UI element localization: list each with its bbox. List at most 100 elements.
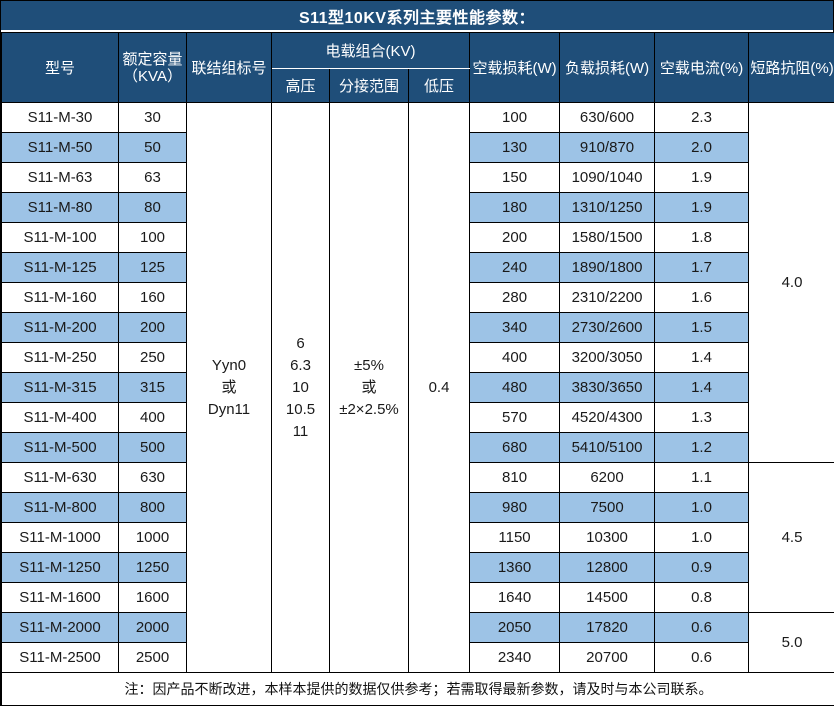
table-row: S11-M-400 400 570 4520/4300 1.3 xyxy=(1,402,834,433)
load-loss-cell: 3830/3650 xyxy=(559,372,656,403)
table-row: S11-M-200 200 340 2730/2600 1.5 xyxy=(1,312,834,343)
no-load-current-cell: 1.5 xyxy=(654,312,750,343)
capacity-cell: 2000 xyxy=(118,612,187,643)
no-load-current-cell: 1.9 xyxy=(654,192,750,223)
model-cell: S11-M-50 xyxy=(1,132,119,163)
no-load-loss-cell: 200 xyxy=(469,222,561,253)
model-cell: S11-M-2500 xyxy=(1,642,119,673)
col-header-load-combo: 电载组合(KV) xyxy=(270,32,471,69)
model-cell: S11-M-800 xyxy=(1,492,119,523)
load-loss-cell: 10300 xyxy=(559,522,656,553)
model-cell: S11-M-100 xyxy=(1,222,119,253)
capacity-cell: 630 xyxy=(118,462,187,493)
no-load-loss-cell: 280 xyxy=(469,282,561,313)
no-load-current-cell: 0.9 xyxy=(654,552,750,583)
col-header-no-load-current: 空载电流(%) xyxy=(654,32,750,103)
load-loss-cell: 7500 xyxy=(559,492,656,523)
no-load-loss-cell: 400 xyxy=(469,342,561,373)
no-load-current-cell: 0.6 xyxy=(654,642,750,673)
no-load-loss-cell: 180 xyxy=(469,192,561,223)
capacity-cell: 250 xyxy=(118,342,187,373)
load-loss-cell: 17820 xyxy=(559,612,656,643)
capacity-cell: 200 xyxy=(118,312,187,343)
spec-table: 型号 额定容量 （KVA） 联结组标号 电载组合(KV) 空载损耗(W) 负载损… xyxy=(0,32,834,706)
page-title: S11型10KV系列主要性能参数： xyxy=(1,1,833,32)
load-loss-cell: 4520/4300 xyxy=(559,402,656,433)
load-loss-cell: 2730/2600 xyxy=(559,312,656,343)
no-load-loss-cell: 2340 xyxy=(469,642,561,673)
capacity-cell: 2500 xyxy=(118,642,187,673)
no-load-loss-cell: 100 xyxy=(469,102,561,133)
no-load-current-cell: 1.4 xyxy=(654,342,750,373)
col-header-hv: 高压 xyxy=(271,68,330,103)
capacity-cell: 1250 xyxy=(118,552,187,583)
load-loss-cell: 910/870 xyxy=(559,132,656,163)
table-row: S11-M-500 500 680 5410/5100 1.2 xyxy=(1,432,834,463)
no-load-loss-cell: 980 xyxy=(469,492,561,523)
tap-range-cell: ±5% 或 ±2×2.5% xyxy=(329,102,409,673)
model-cell: S11-M-250 xyxy=(1,342,119,373)
model-cell: S11-M-1600 xyxy=(1,582,119,613)
load-loss-cell: 3200/3050 xyxy=(559,342,656,373)
no-load-loss-cell: 150 xyxy=(469,162,561,193)
col-header-model: 型号 xyxy=(1,32,119,103)
model-cell: S11-M-125 xyxy=(1,252,119,283)
capacity-cell: 100 xyxy=(118,222,187,253)
load-loss-cell: 20700 xyxy=(559,642,656,673)
model-cell: S11-M-500 xyxy=(1,432,119,463)
no-load-current-cell: 1.2 xyxy=(654,432,750,463)
capacity-cell: 315 xyxy=(118,372,187,403)
no-load-loss-cell: 810 xyxy=(469,462,561,493)
table-row: S11-M-1600 1600 1640 14500 0.8 xyxy=(1,582,834,613)
model-cell: S11-M-160 xyxy=(1,282,119,313)
load-loss-cell: 1090/1040 xyxy=(559,162,656,193)
col-header-tap-range: 分接范围 xyxy=(329,68,409,103)
table-row: S11-M-50 50 130 910/870 2.0 xyxy=(1,132,834,163)
table-body: S11-M-30 30 Yyn0 或 Dyn11 6 6.3 10 10.5 11 ±5% 或 ±2×2… xyxy=(1,102,834,673)
load-loss-cell: 12800 xyxy=(559,552,656,583)
no-load-loss-cell: 1360 xyxy=(469,552,561,583)
no-load-current-cell: 1.0 xyxy=(654,522,750,553)
col-header-connection: 联结组标号 xyxy=(186,32,272,103)
no-load-loss-cell: 570 xyxy=(469,402,561,433)
load-loss-cell: 1890/1800 xyxy=(559,252,656,283)
capacity-cell: 400 xyxy=(118,402,187,433)
connection-cell: Yyn0 或 Dyn11 xyxy=(186,102,272,673)
col-header-lv: 低压 xyxy=(407,68,471,103)
load-loss-cell: 6200 xyxy=(559,462,656,493)
no-load-current-cell: 1.4 xyxy=(654,372,750,403)
capacity-cell: 80 xyxy=(118,192,187,223)
capacity-cell: 500 xyxy=(118,432,187,463)
table-row: S11-M-160 160 280 2310/2200 1.6 xyxy=(1,282,834,313)
capacity-cell: 50 xyxy=(118,132,187,163)
model-cell: S11-M-1250 xyxy=(1,552,119,583)
col-header-no-load-loss: 空载损耗(W) xyxy=(469,32,561,103)
no-load-loss-cell: 680 xyxy=(469,432,561,463)
table-row: S11-M-30 30 Yyn0 或 Dyn11 6 6.3 10 10.5 11 ±5% 或 ±2×2… xyxy=(1,102,834,673)
footer-note: 注：因产品不断改进，本样本提供的数据仅供参考；若需取得最新参数，请及时与本公司联… xyxy=(0,672,834,706)
table-header: 型号 额定容量 （KVA） 联结组标号 电载组合(KV) 空载损耗(W) 负载损… xyxy=(1,32,834,103)
no-load-loss-cell: 240 xyxy=(469,252,561,283)
no-load-current-cell: 1.1 xyxy=(654,462,750,493)
model-cell: S11-M-80 xyxy=(1,192,119,223)
impedance-cell: 4.5 xyxy=(748,462,834,613)
no-load-current-cell: 1.3 xyxy=(654,402,750,433)
no-load-current-cell: 1.0 xyxy=(654,492,750,523)
load-loss-cell: 630/600 xyxy=(559,102,656,133)
table-row: S11-M-125 125 240 1890/1800 1.7 xyxy=(1,252,834,283)
table-row: S11-M-63 63 150 1090/1040 1.9 xyxy=(1,162,834,193)
no-load-loss-cell: 2050 xyxy=(469,612,561,643)
model-cell: S11-M-315 xyxy=(1,372,119,403)
capacity-cell: 1600 xyxy=(118,582,187,613)
no-load-current-cell: 1.9 xyxy=(654,162,750,193)
col-header-load-loss: 负载损耗(W) xyxy=(559,32,656,103)
capacity-cell: 63 xyxy=(118,162,187,193)
model-cell: S11-M-63 xyxy=(1,162,119,193)
capacity-cell: 1000 xyxy=(118,522,187,553)
load-loss-cell: 14500 xyxy=(559,582,656,613)
no-load-current-cell: 0.6 xyxy=(654,612,750,643)
load-loss-cell: 2310/2200 xyxy=(559,282,656,313)
lv-cell: 0.4 xyxy=(407,102,471,673)
no-load-loss-cell: 480 xyxy=(469,372,561,403)
